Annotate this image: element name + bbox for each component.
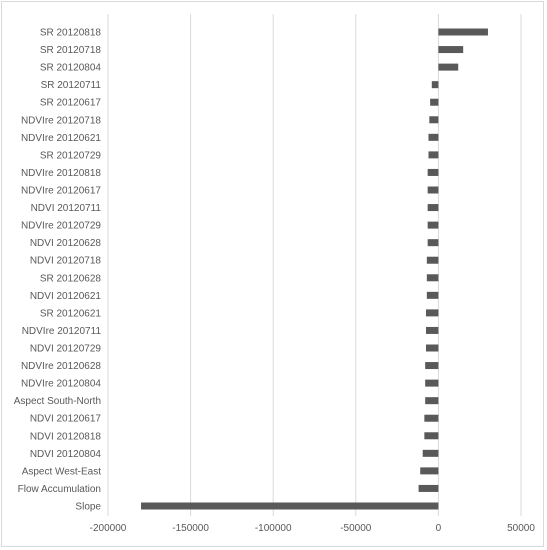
category-label: NDVIre 20120711 [22, 326, 102, 337]
category-label: Aspect West-East [22, 466, 102, 477]
bars [141, 28, 488, 510]
bar [427, 168, 439, 176]
bar [426, 291, 439, 299]
gridlines [107, 14, 522, 516]
bar [428, 151, 439, 159]
x-tick-label: -150000 [172, 523, 209, 534]
bar [438, 63, 459, 71]
category-label: NDVIre 20120628 [21, 361, 101, 372]
bar [418, 484, 439, 492]
bar [438, 28, 488, 36]
bar [424, 432, 439, 440]
bar [430, 98, 439, 106]
category-label: SR 20120818 [40, 28, 102, 39]
bar [431, 81, 439, 89]
x-tick-labels: -200000 -150000 -100000 -50000 0 50000 [90, 523, 536, 534]
bar [429, 116, 439, 124]
category-label: SR 20120729 [40, 150, 102, 161]
bar [428, 133, 439, 141]
bar [426, 274, 439, 282]
x-tick-label: -50000 [340, 523, 372, 534]
bar [427, 204, 439, 212]
category-label: NDVI 20120729 [30, 344, 102, 355]
bar [438, 46, 464, 54]
category-label: SR 20120628 [40, 273, 102, 284]
category-label: NDVI 20120621 [30, 291, 102, 302]
bar [426, 326, 439, 334]
category-label: Aspect South-North [14, 396, 101, 407]
category-label: SR 20120711 [41, 80, 102, 91]
category-label: SR 20120804 [40, 63, 102, 74]
bar [141, 502, 439, 510]
category-label: SR 20120718 [40, 45, 102, 56]
category-label: NDVI 20120711 [31, 203, 102, 214]
category-label: NDVIre 20120804 [21, 379, 101, 390]
bar [426, 309, 439, 317]
bar [426, 256, 439, 264]
bar [427, 186, 439, 194]
x-tick-label: 50000 [507, 523, 535, 534]
bar [427, 221, 439, 229]
category-label: NDVIre 20120617 [21, 186, 101, 197]
bar [425, 362, 439, 370]
x-tick-label: -100000 [255, 523, 292, 534]
category-label: Slope [75, 502, 101, 513]
x-tick-label: -200000 [90, 523, 127, 534]
x-tick-label: 0 [436, 523, 442, 534]
category-label: NDVI 20120628 [30, 238, 102, 249]
category-label: NDVIre 20120621 [21, 133, 101, 144]
category-labels: SR 20120818 SR 20120718 SR 20120804 SR 2012… [14, 28, 102, 513]
bar [425, 397, 439, 405]
bar [422, 449, 439, 457]
category-label: NDVI 20120718 [30, 256, 102, 267]
bar [427, 239, 439, 247]
category-label: SR 20120617 [40, 98, 102, 109]
category-label: NDVI 20120804 [30, 449, 102, 460]
category-label: NDVI 20120617 [30, 414, 102, 425]
category-label: SR 20120621 [40, 308, 102, 319]
category-label: NDVIre 20120729 [21, 221, 101, 232]
category-label: NDVIre 20120818 [21, 168, 101, 179]
category-label: Flow Accumulation [18, 484, 101, 495]
bar [424, 414, 439, 422]
category-label: NDVIre 20120718 [21, 115, 101, 126]
bar [420, 467, 439, 475]
category-label: NDVI 20120818 [30, 431, 102, 442]
bar [425, 379, 439, 387]
bar [426, 344, 439, 352]
